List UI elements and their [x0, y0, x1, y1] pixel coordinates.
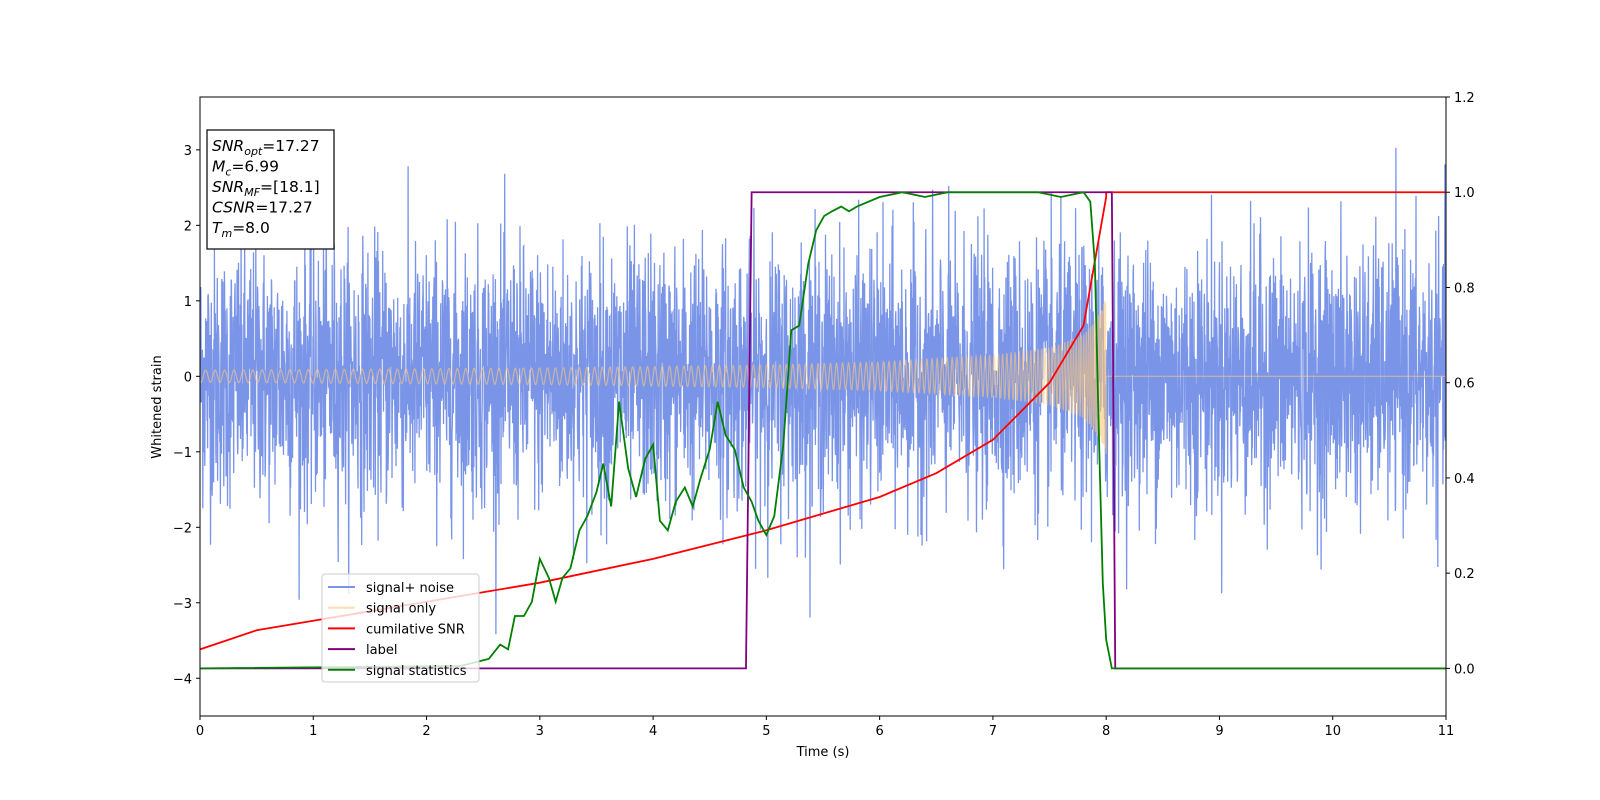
series-signal-noise-line [200, 147, 1446, 635]
y-left-tick-label: 3 [184, 144, 192, 159]
annotation-box: SNRopt=17.27Mc=6.99SNRMF=[18.1]CSNR=17.2… [206, 129, 335, 250]
legend: signal+ noise signal only cumilative SNR la… [321, 573, 480, 683]
annotation-text: SNRopt=17.27 [212, 137, 320, 158]
plot-frame [199, 96, 1447, 717]
annotation-text: CSNR=17.27 [212, 199, 313, 217]
y-left-tick-label: 1 [184, 295, 192, 310]
x-tick-label: 8 [1102, 724, 1110, 739]
annotation-symbol: SNR [212, 137, 244, 155]
series-signal-statistics-line [200, 191, 1446, 670]
y-right-tick-label: 0.4 [1454, 472, 1475, 487]
annotation-value: =8.0 [232, 219, 270, 237]
x-axis: 0 1 2 3 4 5 6 7 8 9 10 11 [196, 716, 1454, 739]
x-tick-label: 11 [1438, 724, 1455, 739]
legend-label: signal only [366, 602, 436, 617]
annotation-symbol: M [212, 158, 225, 176]
annotation-value: =[18.1] [260, 178, 320, 196]
x-tick-label: 1 [309, 724, 317, 739]
y-left-tick-label: 0 [184, 370, 192, 385]
legend-label: cumilative SNR [366, 622, 465, 637]
annotation-text: Mc=6.99 [212, 158, 279, 179]
y-left-tick-label: 2 [184, 219, 192, 234]
x-tick-label: 9 [1215, 724, 1223, 739]
x-tick-label: 3 [536, 724, 544, 739]
y-axis-left: 3 2 1 0 −1 −2 −3 −4 [173, 144, 200, 687]
annotation-subscript: c [225, 166, 231, 179]
y-right-tick-label: 0.0 [1454, 662, 1475, 677]
legend-label: signal statistics [366, 664, 467, 679]
annotation-symbol: SNR [212, 178, 244, 196]
series-signal-only-line [200, 300, 1446, 454]
annotation-text: Tm=8.0 [212, 219, 270, 240]
y-right-tick-label: 0.6 [1454, 377, 1475, 392]
y-left-tick-label: −3 [173, 597, 192, 612]
y-right-tick-label: 0.2 [1454, 567, 1475, 582]
y-left-tick-label: −2 [173, 521, 192, 536]
annotation-value: =17.27 [262, 137, 319, 155]
y-axis-right: 0.0 0.2 0.4 0.6 0.8 1.0 1.2 [1446, 91, 1475, 677]
annotation-symbol: T [212, 219, 223, 237]
x-tick-label: 7 [989, 724, 997, 739]
legend-label: signal+ noise [366, 581, 454, 596]
annotation-text: SNRMF=[18.1] [212, 178, 320, 199]
annotation-subscript: MF [244, 186, 260, 199]
annotation-subscript: m [221, 227, 232, 240]
y-right-tick-label: 1.2 [1454, 91, 1475, 106]
x-tick-label: 10 [1324, 724, 1341, 739]
legend-label: label [366, 643, 397, 658]
y-right-tick-label: 1.0 [1454, 186, 1475, 201]
x-tick-label: 0 [196, 724, 204, 739]
legend-frame [321, 573, 480, 683]
x-tick-label: 4 [649, 724, 657, 739]
x-tick-label: 2 [422, 724, 430, 739]
y-left-tick-label: −1 [173, 446, 192, 461]
annotation-frame [206, 129, 335, 250]
y-right-tick-label: 0.8 [1454, 281, 1475, 296]
annotation-value: =17.27 [255, 199, 312, 217]
y-left-tick-label: −4 [173, 672, 192, 687]
x-axis-label: Time (s) [796, 745, 850, 760]
annotation-symbol: CSNR [212, 199, 255, 217]
y-axis-label: Whitened strain [150, 355, 165, 458]
annotation-subscript: opt [244, 145, 263, 158]
x-tick-label: 5 [762, 724, 770, 739]
annotation-value: =6.99 [231, 158, 279, 176]
x-tick-label: 6 [875, 724, 883, 739]
